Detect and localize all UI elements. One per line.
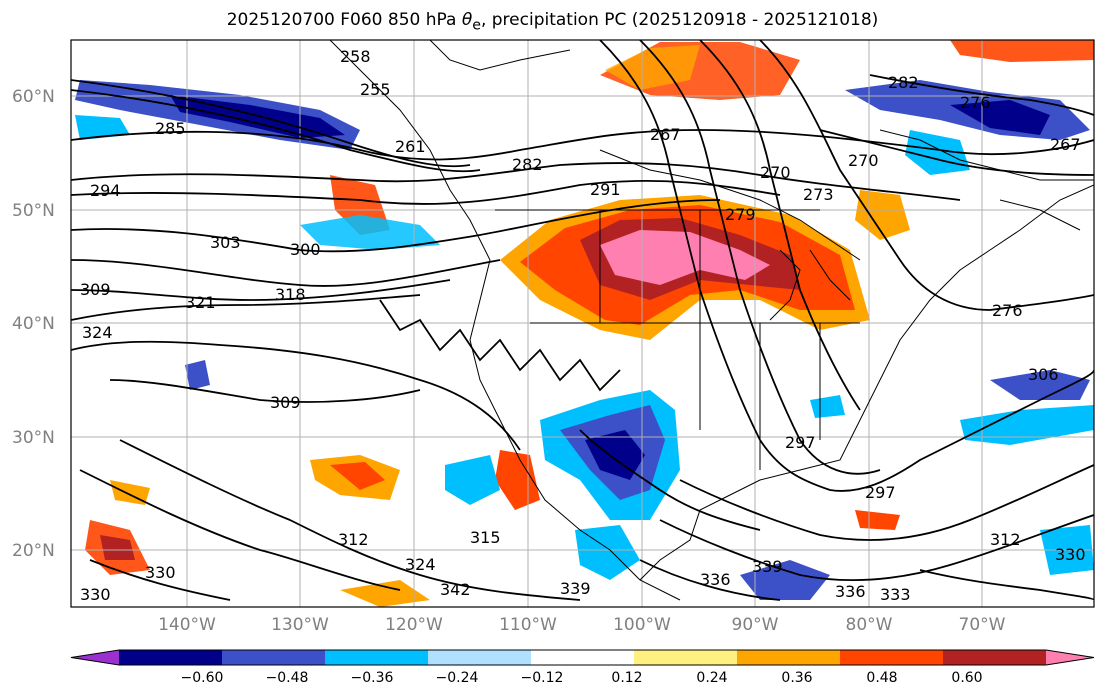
contour-label: 297 bbox=[865, 483, 896, 502]
lon-label-70w: 70°W bbox=[959, 615, 1006, 635]
contour-label: 255 bbox=[360, 80, 391, 99]
plot-frame bbox=[70, 39, 1095, 608]
contour-label: 336 bbox=[835, 582, 866, 601]
contour-label: 315 bbox=[470, 528, 501, 547]
colorbar-outline bbox=[70, 649, 1095, 666]
colorbar-segments bbox=[70, 649, 1095, 666]
contour-label: 267 bbox=[650, 125, 681, 144]
colorbar-segment bbox=[119, 650, 223, 665]
contour-label: 291 bbox=[590, 180, 621, 199]
lon-label-80w: 80°W bbox=[846, 615, 893, 635]
colorbar-segment bbox=[222, 650, 326, 665]
contour-label: 309 bbox=[270, 393, 301, 412]
contour-label: 282 bbox=[888, 73, 919, 92]
colorbar-ticks: −0.60 −0.48 −0.36 −0.24 −0.12 0.12 0.24 … bbox=[181, 670, 983, 686]
contour-label: 273 bbox=[803, 185, 834, 204]
latitude-labels: 60°N 50°N 40°N 30°N 20°N bbox=[12, 87, 55, 561]
lon-label-100w: 100°W bbox=[613, 615, 671, 635]
colorbar-tick-label: 0.60 bbox=[951, 670, 982, 686]
contour-label: 270 bbox=[848, 151, 879, 170]
title-theta: θ bbox=[461, 10, 473, 30]
colorbar-tick-label: −0.12 bbox=[521, 670, 564, 686]
lat-label-20n: 20°N bbox=[12, 541, 55, 561]
contour-label: 321 bbox=[185, 293, 216, 312]
title-subscript: e bbox=[472, 17, 481, 34]
contour-label: 282 bbox=[512, 155, 543, 174]
lon-label-120w: 120°W bbox=[385, 615, 443, 635]
contour-label: 270 bbox=[760, 163, 791, 182]
colorbar-tick-label: 0.48 bbox=[866, 670, 897, 686]
contour-label: 324 bbox=[82, 323, 113, 342]
contour-label: 330 bbox=[80, 585, 111, 604]
colorbar-tick-label: 0.24 bbox=[696, 670, 727, 686]
colorbar-extend-max bbox=[1046, 650, 1094, 665]
colorbar-extend-min bbox=[71, 650, 119, 665]
colorbar-segment bbox=[325, 650, 429, 665]
lat-label-30n: 30°N bbox=[12, 428, 55, 448]
contour-label: 297 bbox=[785, 433, 816, 452]
contour-label: 339 bbox=[560, 579, 591, 598]
contour-labels: 258 255 285 261 294 303 300 309 321 318 … bbox=[80, 47, 1086, 604]
contour-label: 330 bbox=[145, 563, 176, 582]
contour-label: 303 bbox=[210, 233, 241, 252]
colorbar-tick-label: −0.24 bbox=[436, 670, 479, 686]
lon-label-90w: 90°W bbox=[732, 615, 779, 635]
contour-label: 330 bbox=[1055, 545, 1086, 564]
contour-label: 309 bbox=[80, 280, 111, 299]
precip-negative-shading bbox=[75, 80, 1094, 600]
colorbar-segment bbox=[531, 650, 635, 665]
colorbar-segment bbox=[428, 650, 532, 665]
colorbar-segment bbox=[737, 650, 841, 665]
coastlines-and-borders bbox=[329, 40, 1094, 601]
contour-label: 267 bbox=[1050, 135, 1081, 154]
map-layers: 258 255 285 261 294 303 300 309 321 318 … bbox=[71, 40, 1094, 607]
colorbar-segment bbox=[943, 650, 1047, 665]
lon-label-130w: 130°W bbox=[271, 615, 329, 635]
lat-label-60n: 60°N bbox=[12, 87, 55, 107]
colorbar-segment bbox=[634, 650, 738, 665]
contour-label: 276 bbox=[992, 301, 1023, 320]
lat-label-50n: 50°N bbox=[12, 201, 55, 221]
lat-label-40n: 40°N bbox=[12, 314, 55, 334]
contour-label: 300 bbox=[290, 240, 321, 259]
contour-label: 276 bbox=[960, 93, 991, 112]
colorbar-tick-label: −0.60 bbox=[181, 670, 224, 686]
map-title: 2025120700 F060 850 hPa θe, precipitatio… bbox=[0, 10, 1105, 33]
theta-e-contours bbox=[71, 40, 1094, 601]
contour-label: 258 bbox=[340, 47, 371, 66]
title-main: 2025120700 F060 850 hPa bbox=[226, 10, 462, 30]
longitude-labels: 140°W 130°W 120°W 110°W 100°W 90°W 80°W … bbox=[158, 615, 1006, 635]
colorbar-segment bbox=[840, 650, 944, 665]
contour-label: 333 bbox=[880, 585, 911, 604]
contour-label: 318 bbox=[275, 285, 306, 304]
lon-label-140w: 140°W bbox=[158, 615, 216, 635]
contour-label: 312 bbox=[338, 530, 369, 549]
contour-label: 324 bbox=[405, 555, 436, 574]
lon-label-110w: 110°W bbox=[499, 615, 557, 635]
colorbar-tick-label: 0.12 bbox=[611, 670, 642, 686]
contour-label: 339 bbox=[752, 557, 783, 576]
contour-label: 336 bbox=[700, 570, 731, 589]
contour-label: 306 bbox=[1028, 365, 1059, 384]
colorbar-tick-label: −0.48 bbox=[266, 670, 309, 686]
contour-label: 261 bbox=[395, 137, 426, 156]
colorbar: −0.60 −0.48 −0.36 −0.24 −0.12 0.12 0.24 … bbox=[70, 649, 1095, 686]
contour-label: 312 bbox=[990, 530, 1021, 549]
colorbar-tick-label: 0.36 bbox=[781, 670, 812, 686]
contour-label: 294 bbox=[90, 181, 121, 200]
colorbar-tick-label: −0.36 bbox=[351, 670, 394, 686]
contour-label: 285 bbox=[155, 119, 186, 138]
contour-label: 342 bbox=[440, 580, 471, 599]
contour-label: 279 bbox=[725, 205, 756, 224]
title-rest: , precipitation PC (2025120918 - 2025121… bbox=[480, 10, 879, 30]
